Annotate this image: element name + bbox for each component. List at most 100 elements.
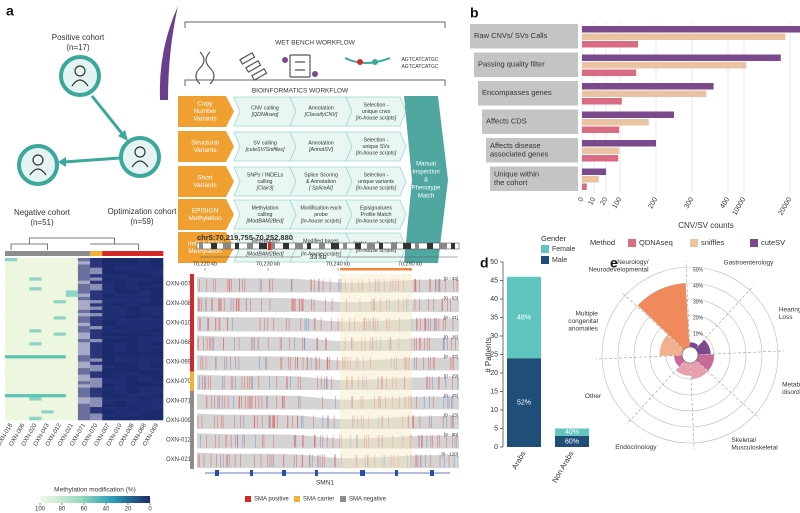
legend-label: SMA positive [254,497,289,503]
heatmap-cell [90,274,103,278]
heatmap-cell [17,407,30,411]
wet-bench-band [159,6,178,100]
region-bar [340,268,412,271]
heatmap-cell [102,322,115,327]
heatmap-cell [17,300,30,304]
heatmap-cell [5,387,18,392]
track-name: OXN-008 [166,301,192,307]
heatmap-cell [102,377,115,382]
heatmap-cell [65,407,79,411]
heatmap-cell [53,264,67,269]
position-label: 70,220 kb [193,261,217,267]
track-range: [0 - 33] [444,276,458,281]
status-bar [102,251,115,256]
heatmap-cell [102,351,115,356]
step-text: [QDNAseq] [251,112,279,118]
heatmap-cell [65,400,79,405]
heatmap-cell [65,361,79,366]
heatmap-cell [138,416,152,421]
heatmap-cell [150,270,164,275]
heatmap-cell [17,368,30,372]
cohort-icon-head [134,146,146,158]
wedge [689,342,699,350]
heatmap-cell [5,342,18,346]
heatmap-cell [65,280,79,285]
x-tick-label: 300 [683,196,695,210]
heatmap-cell [90,261,103,265]
section-title: WET BENCH WORKFLOW [275,40,356,47]
heatmap-cell [114,329,127,333]
section-title: BIOINFORMATICS WORKFLOW [252,88,349,95]
legend-label: SMA negative [349,497,387,503]
heatmap-cell [114,296,127,301]
heatmap-cell [17,348,30,353]
heatmap-cell [126,332,139,337]
heatmap-cell [90,339,103,343]
heatmap-cell [102,316,115,320]
heatmap-cell [77,322,91,327]
heatmap-cell [29,306,42,311]
heatmap-cell [53,410,67,414]
heatmap-cell [150,316,164,320]
category-box [482,109,578,134]
heatmap-cell [5,316,18,320]
step-text: [ SpliceAI] [308,185,333,191]
ideogram-band [403,243,411,249]
heatmap-cell [90,287,103,291]
heatmap-cell [5,403,18,408]
heatmap-cell [17,355,30,359]
heatmap-cell [29,361,42,366]
heatmap-cell [90,303,103,307]
heatmap-cell [5,261,18,265]
heatmap-cell [150,303,164,307]
position-label: 70,240 kb [326,261,350,267]
heatmap-cell [90,283,103,288]
heatmap-cell [29,309,42,314]
track-status [190,430,194,450]
step-text: Profile Match [361,212,392,218]
heatmap-cell [138,316,152,320]
cohort-icon-head [74,65,86,77]
heatmap-cell [150,335,164,340]
bar [582,126,620,133]
heatmap-cell [65,410,79,414]
heatmap-cell [77,400,91,405]
heatmap-cell [53,361,67,366]
heatmap-cell [150,413,164,418]
heatmap-cell [102,403,115,408]
heatmap-cell [114,416,127,421]
heatmap-cell [114,407,127,411]
category-label: anomalies [568,326,598,333]
heatmap-cell [65,313,79,317]
heatmap-cell [65,348,79,353]
step-box [345,199,407,230]
heatmap-cell [126,390,139,395]
bar [582,33,786,40]
y-tick-label: 0 [494,444,498,451]
heatmap-cell [126,416,139,421]
heatmap-cell [126,397,139,401]
spoke [620,291,685,350]
heatmap-cell [77,358,91,362]
heatmap-cell [53,270,67,275]
heatmap-cell [90,368,103,372]
x-tick-label: 20000 [778,196,794,216]
row-label: Variants [193,147,217,154]
heatmap-cell [90,413,103,418]
heatmap-cell [53,413,67,418]
heatmap-cell [77,407,91,411]
heatmap-cell [90,267,103,272]
cohort-name: Negative cohort [14,208,71,217]
heatmap-cell [77,368,91,372]
r-tick-label: 40% [693,283,704,289]
heatmap-cell [114,339,127,343]
heatmap-cell [17,326,30,330]
heatmap-cell [138,381,152,385]
heatmap-cell [17,290,30,294]
heatmap-cell [126,410,139,414]
heatmap-cell [41,413,54,418]
track-range: [0 - 120] [441,452,458,457]
heatmap-cell [5,290,18,294]
heatmap-cell [150,400,164,405]
heatmap-cell [90,381,103,385]
